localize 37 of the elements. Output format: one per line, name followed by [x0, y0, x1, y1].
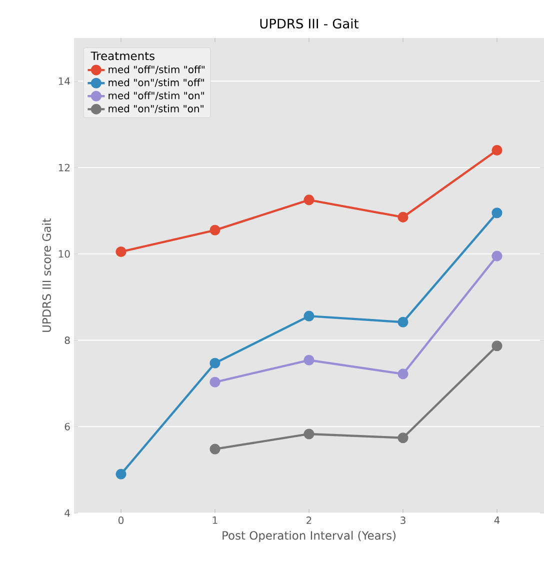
legend-label: med "on"/stim "off" — [108, 78, 204, 88]
point — [492, 144, 502, 156]
point — [492, 208, 502, 218]
y-tick-label: 6 — [64, 422, 70, 430]
x-axis-title: Post Operation Interval (Years) — [222, 530, 396, 542]
x-tick-label: 2 — [306, 516, 312, 524]
point — [492, 250, 502, 262]
point — [398, 212, 408, 222]
chart-title: UPDRS III - Gait — [260, 18, 359, 28]
point — [398, 432, 408, 444]
point — [492, 340, 502, 352]
y-tick-label: 8 — [64, 336, 70, 344]
point — [398, 368, 408, 380]
y-tick-label: 10 — [58, 250, 70, 258]
legend-label: med "off"/stim "off" — [108, 66, 204, 74]
x-tick-label: 1 — [212, 516, 218, 524]
y-axis-title: UPDRS III score Gait — [42, 218, 51, 332]
x-tick-label: 4 — [494, 516, 500, 524]
legend-label: med "off"/stim "on" — [108, 92, 204, 100]
point — [116, 246, 126, 258]
y-tick-label: 12 — [58, 164, 70, 172]
point — [398, 316, 408, 328]
point — [210, 358, 220, 368]
x-tick-label: 0 — [118, 516, 124, 524]
legend-title: Treatments — [90, 52, 154, 60]
point — [304, 428, 314, 440]
point — [304, 194, 314, 206]
legend-label: med "on"/stim "on" — [108, 104, 204, 114]
point — [304, 354, 314, 366]
point — [210, 224, 220, 236]
y-tick-label: 14 — [58, 78, 70, 85]
point — [304, 310, 314, 322]
point — [116, 468, 126, 480]
point — [210, 376, 220, 388]
y-tick-label: 4 — [64, 509, 70, 517]
point — [210, 444, 220, 454]
x-tick-label: 3 — [400, 516, 406, 524]
